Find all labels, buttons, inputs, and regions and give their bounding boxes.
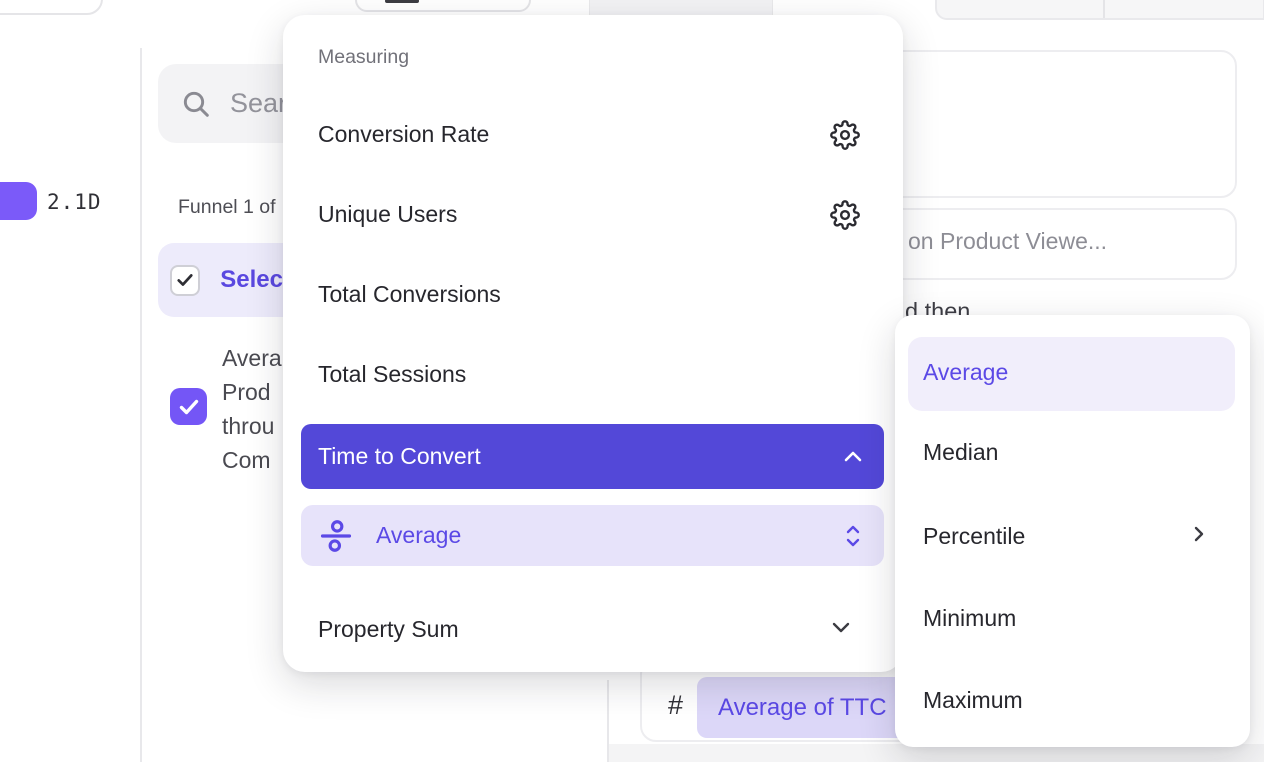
- menu-item-time-to-convert[interactable]: Time to Convert: [301, 424, 884, 489]
- select-all-label: Selec: [220, 266, 283, 293]
- top-right-toolbar: [935, 0, 1264, 20]
- sort-chevrons-icon: [846, 525, 860, 546]
- toolbar-button-glyph: [385, 0, 419, 3]
- step-checkbox[interactable]: [170, 388, 207, 425]
- aggregation-item-median[interactable]: Median: [923, 439, 999, 465]
- aggregation-item-percentile[interactable]: Percentile: [923, 523, 1026, 549]
- bottom-section-divider: [607, 680, 609, 762]
- gear-icon[interactable]: [830, 200, 860, 230]
- measuring-menu: Measuring Conversion Rate Unique Users T…: [283, 15, 903, 672]
- aggregation-selected-highlight: [908, 337, 1235, 411]
- chevron-down-icon[interactable]: [830, 620, 852, 634]
- select-all-checkbox[interactable]: [170, 264, 201, 296]
- menu-item-total-sessions[interactable]: Total Sessions: [318, 361, 467, 387]
- report-badge-label: 2.1D: [47, 190, 102, 214]
- menu-item-total-conversions[interactable]: Total Conversions: [318, 281, 501, 307]
- menu-item-unique-users[interactable]: Unique Users: [318, 201, 458, 227]
- aggregation-selector-average[interactable]: Average: [301, 505, 884, 566]
- checkbox-check-icon: [179, 399, 198, 414]
- funnel-step-label: Funnel 1 of: [178, 196, 276, 218]
- select-all-row[interactable]: Selec: [158, 243, 283, 317]
- aggregation-item-minimum[interactable]: Minimum: [923, 605, 1017, 631]
- toolbar-segment-divider: [1103, 0, 1105, 18]
- metric-type-symbol: #: [668, 690, 684, 720]
- aggregation-item-average[interactable]: Average: [923, 359, 1009, 385]
- menu-item-property-sum[interactable]: Property Sum: [318, 616, 459, 642]
- menu-item-conversion-rate[interactable]: Conversion Rate: [318, 121, 490, 147]
- partial-card-top-left: [0, 0, 103, 15]
- measuring-menu-header: Measuring: [318, 46, 410, 68]
- average-icon: [320, 519, 352, 552]
- search-icon: [183, 91, 209, 117]
- metric-selector-label: Average of TTC: [718, 693, 887, 721]
- search-placeholder: Sear: [230, 88, 288, 118]
- aggregation-selected-label: Average: [376, 522, 462, 548]
- aggregation-menu: Average Median Percentile Minimum Maximu…: [895, 315, 1250, 747]
- bottom-gray-strip: [607, 744, 1264, 762]
- chevron-right-icon: [1191, 523, 1207, 545]
- checkbox-check-icon: [177, 274, 193, 286]
- top-toolbar-button[interactable]: [355, 0, 531, 12]
- aggregation-item-maximum[interactable]: Maximum: [923, 687, 1023, 713]
- chevron-up-icon: [844, 451, 862, 461]
- step-description: Avera Prod throu Com: [222, 345, 282, 473]
- sidebar-divider: [140, 48, 142, 762]
- report-badge[interactable]: [0, 182, 37, 220]
- time-to-convert-label: Time to Convert: [318, 443, 481, 469]
- event-card-label: on Product Viewe...: [908, 228, 1108, 254]
- gear-icon[interactable]: [830, 120, 860, 150]
- metric-selector-button[interactable]: Average of TTC: [697, 677, 920, 738]
